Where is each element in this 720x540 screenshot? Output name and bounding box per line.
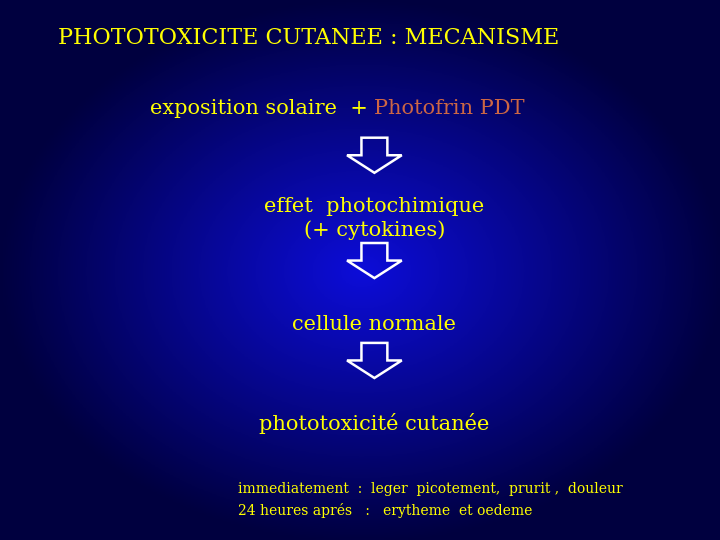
Text: PHOTOTOXICITE CUTANEE : MECANISME: PHOTOTOXICITE CUTANEE : MECANISME <box>58 27 559 49</box>
Text: effet  photochimique
(+ cytokines): effet photochimique (+ cytokines) <box>264 197 485 240</box>
Text: Photofrin PDT: Photofrin PDT <box>374 98 525 118</box>
Text: phototoxicité cutanée: phototoxicité cutanée <box>259 414 490 434</box>
Text: cellule normale: cellule normale <box>292 314 456 334</box>
Text: immediatement  :  leger  picotement,  prurit ,  douleur: immediatement : leger picotement, prurit… <box>238 482 622 496</box>
Text: 24 heures aprés   :   erytheme  et oedeme: 24 heures aprés : erytheme et oedeme <box>238 503 532 518</box>
Text: exposition solaire  +: exposition solaire + <box>150 98 374 118</box>
